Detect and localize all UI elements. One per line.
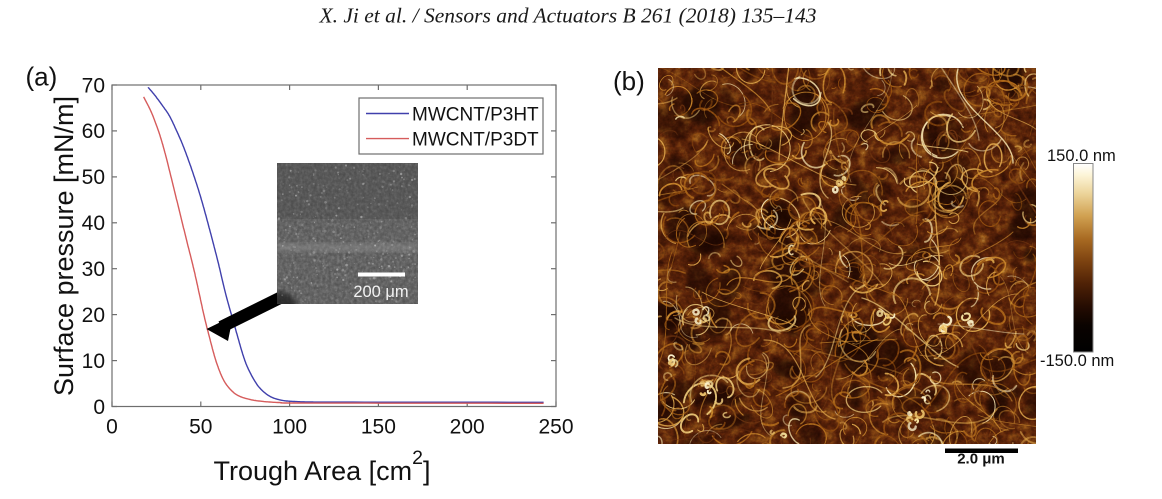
svg-text:-150.0 nm: -150.0 nm	[1040, 352, 1114, 370]
svg-text:20: 20	[82, 304, 105, 327]
svg-text:150: 150	[361, 416, 396, 439]
svg-text:(a): (a)	[26, 62, 58, 92]
svg-text:Surface pressure [mN/m]: Surface pressure [mN/m]	[49, 96, 79, 396]
svg-text:0: 0	[93, 396, 105, 419]
svg-text:60: 60	[82, 120, 105, 143]
svg-text:70: 70	[82, 74, 105, 97]
svg-text:200 μm: 200 μm	[353, 283, 408, 301]
svg-text:X. Ji et al. / Sensors and Act: X. Ji et al. / Sensors and Actuators B 2…	[318, 4, 816, 28]
svg-text:10: 10	[82, 350, 105, 373]
svg-text:30: 30	[82, 258, 105, 281]
svg-text:150.0 nm: 150.0 nm	[1047, 147, 1116, 165]
svg-text:250: 250	[538, 416, 573, 439]
svg-text:(b): (b)	[613, 66, 645, 96]
svg-text:50: 50	[82, 166, 105, 189]
svg-text:2.0 μm: 2.0 μm	[957, 451, 1005, 468]
svg-text:Trough Area [cm2]: Trough Area [cm2]	[214, 447, 431, 486]
svg-text:40: 40	[82, 212, 105, 235]
svg-text:MWCNT/P3DT: MWCNT/P3DT	[412, 129, 539, 150]
svg-text:MWCNT/P3HT: MWCNT/P3HT	[412, 104, 539, 125]
svg-text:0: 0	[106, 416, 118, 439]
svg-text:200: 200	[450, 416, 485, 439]
svg-text:100: 100	[272, 416, 307, 439]
svg-text:50: 50	[189, 416, 212, 439]
